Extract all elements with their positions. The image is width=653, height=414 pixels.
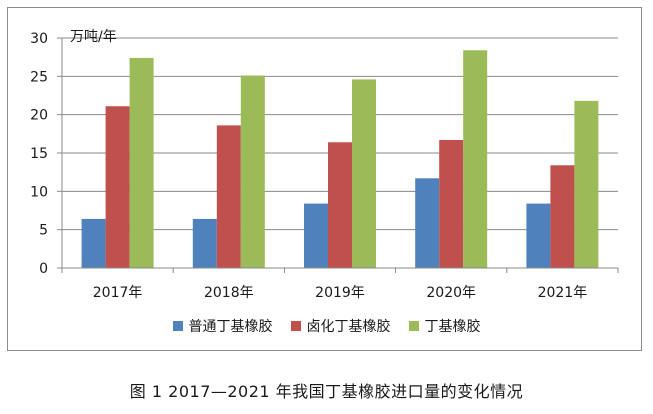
legend-swatch (290, 321, 301, 331)
x-tick-label: 2021年 (538, 285, 588, 301)
bar (240, 75, 265, 268)
x-tick-label: 2018年 (204, 285, 254, 301)
legend: 普通丁基橡胶 卤化丁基橡胶 丁基橡胶 (0, 316, 653, 336)
bar (129, 57, 154, 268)
legend-label: 卤化丁基橡胶 (306, 319, 391, 335)
bar (463, 50, 488, 269)
legend-swatch (408, 321, 419, 331)
legend-label: 普通丁基橡胶 (188, 319, 273, 335)
bar (328, 142, 352, 268)
legend-label: 丁基橡胶 (424, 319, 481, 335)
bar (352, 79, 376, 269)
bar (304, 203, 328, 268)
bar (550, 165, 575, 268)
y-tick-labels: 0 5 10 15 20 25 30 (30, 31, 48, 277)
y-tick-label: 5 (39, 223, 48, 239)
bar (574, 100, 599, 268)
y-tick-label: 20 (30, 108, 48, 124)
legend-swatch (172, 321, 183, 331)
bar (216, 125, 241, 269)
y-tick-label: 15 (30, 146, 48, 162)
legend-item: 丁基橡胶 (408, 316, 481, 336)
bar (105, 106, 130, 268)
y-tick-label: 0 (39, 261, 48, 277)
y-tick-label: 10 (30, 184, 48, 200)
y-axis-label: 万吨/年 (70, 29, 117, 45)
x-tick-labels: 2017年 2018年 2019年 2020年 2021年 (93, 285, 587, 301)
bar (192, 218, 217, 268)
bars (81, 50, 599, 269)
x-tick-label: 2019年 (315, 285, 365, 301)
legend-item: 卤化丁基橡胶 (290, 316, 391, 336)
y-tick-label: 30 (30, 31, 48, 47)
x-tick-label: 2017年 (93, 285, 143, 301)
x-tick-label: 2020年 (426, 285, 476, 301)
y-tick-label: 25 (30, 69, 48, 85)
bar (415, 178, 440, 268)
legend-item: 普通丁基橡胶 (172, 316, 273, 336)
figure-caption: 图 1 2017—2021 年我国丁基橡胶进口量的变化情况 (129, 382, 524, 401)
bar (439, 139, 464, 268)
bar (81, 218, 106, 268)
bar (526, 203, 551, 268)
